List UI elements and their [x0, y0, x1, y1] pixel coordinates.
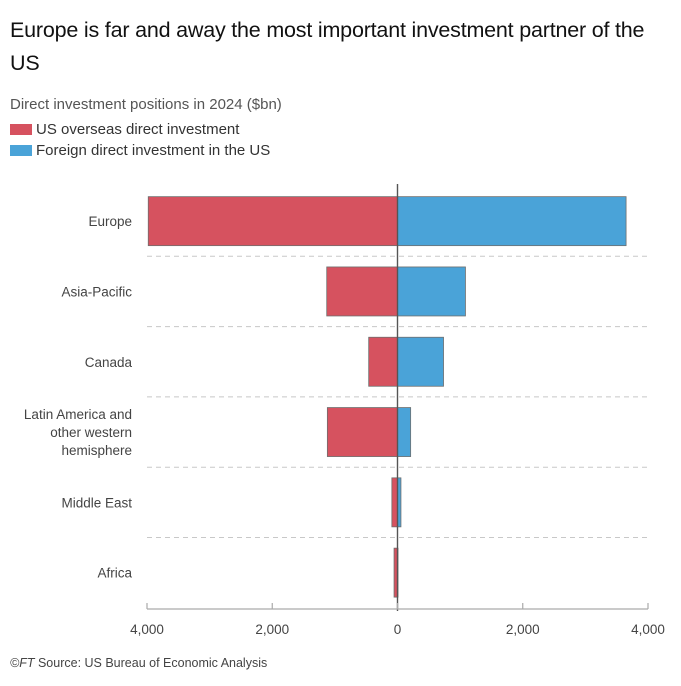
- chart-subtitle: Direct investment positions in 2024 ($bn…: [10, 96, 282, 113]
- category-label-line: hemisphere: [61, 443, 132, 458]
- bar-us-overseas: [326, 407, 398, 457]
- legend-label: Foreign direct investment in the US: [36, 142, 271, 159]
- chart-title: Europe is far and away the most importan…: [10, 18, 645, 75]
- legend-item-us-overseas: US overseas direct investment: [10, 119, 270, 140]
- category-label: Africa: [97, 566, 132, 581]
- bar-us-overseas: [368, 336, 398, 387]
- category-label-line: other western: [50, 425, 132, 440]
- x-tick-label: 2,000: [255, 622, 289, 637]
- category-label: Asia-Pacific: [61, 284, 132, 299]
- legend-swatch-blue: [10, 145, 32, 156]
- category-label-line: Africa: [97, 566, 132, 581]
- x-tick-label: 2,000: [506, 622, 540, 637]
- legend: US overseas direct investment Foreign di…: [10, 119, 270, 161]
- source-note: ©FT Source: US Bureau of Economic Analys…: [10, 656, 267, 670]
- bar-foreign-in-us: [397, 196, 627, 247]
- category-label-line: Latin America and: [24, 407, 132, 422]
- bar-us-overseas: [147, 196, 398, 247]
- x-tick-label: 4,000: [631, 622, 665, 637]
- legend-item-foreign-in-us: Foreign direct investment in the US: [10, 140, 270, 161]
- category-label: Middle East: [61, 495, 132, 510]
- source-text: Source: US Bureau of Economic Analysis: [34, 656, 268, 670]
- category-label-line: Canada: [85, 355, 133, 370]
- x-tick-label: 4,000: [130, 622, 164, 637]
- category-label-line: Europe: [88, 214, 132, 229]
- category-label: Europe: [88, 214, 132, 229]
- x-tick-label: 0: [394, 622, 402, 637]
- category-label: Latin America and other western hemisphere: [24, 407, 132, 458]
- category-label: Canada: [85, 355, 133, 370]
- bar-foreign-in-us: [397, 336, 444, 387]
- category-label-line: Middle East: [61, 495, 132, 510]
- category-label-line: Asia-Pacific: [61, 284, 132, 299]
- ft-brand: ©FT: [10, 656, 35, 670]
- bar-us-overseas: [391, 477, 398, 528]
- bar-foreign-in-us: [397, 407, 412, 457]
- bar-us-overseas: [326, 266, 398, 317]
- legend-label: US overseas direct investment: [36, 121, 240, 138]
- legend-swatch-red: [10, 124, 32, 135]
- bar-foreign-in-us: [397, 266, 466, 317]
